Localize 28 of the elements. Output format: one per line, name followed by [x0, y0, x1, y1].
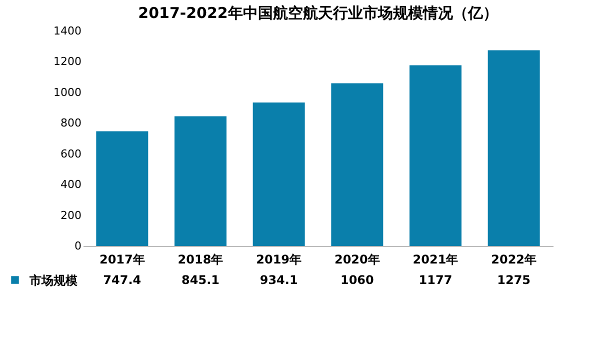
bar: [410, 65, 462, 246]
bar: [488, 50, 540, 246]
x-tick-label: 2021年: [412, 252, 458, 266]
x-tick-label: 2022年: [491, 252, 537, 266]
chart-title: 2017-2022年中国航空航天行业市场规模情况（亿）: [138, 4, 498, 22]
y-tick-label: 600: [60, 147, 82, 160]
data-label: 934.1: [260, 273, 298, 287]
bar: [96, 131, 148, 246]
y-tick-label: 0: [74, 240, 82, 252]
data-label: 747.4: [103, 273, 142, 287]
data-label: 1060: [340, 273, 374, 287]
data-label: 845.1: [182, 273, 220, 287]
x-tick-label: 2019年: [256, 252, 302, 266]
legend-label: 市场规模: [28, 274, 78, 288]
y-tick-label: 200: [60, 208, 82, 222]
data-label: 1275: [497, 273, 531, 287]
data-label: 1177: [418, 273, 452, 287]
bar: [252, 102, 305, 246]
bar: [331, 83, 384, 246]
y-tick-label: 1000: [54, 86, 82, 99]
x-tick-label: 2018年: [178, 252, 224, 266]
y-tick-label: 400: [60, 178, 82, 192]
y-tick-label: 1400: [54, 24, 82, 38]
bar: [174, 116, 226, 246]
y-tick-label: 1200: [54, 55, 82, 68]
y-tick-label: 800: [60, 116, 82, 130]
x-tick-label: 2020年: [334, 252, 380, 266]
x-tick-label: 2017年: [99, 252, 145, 266]
